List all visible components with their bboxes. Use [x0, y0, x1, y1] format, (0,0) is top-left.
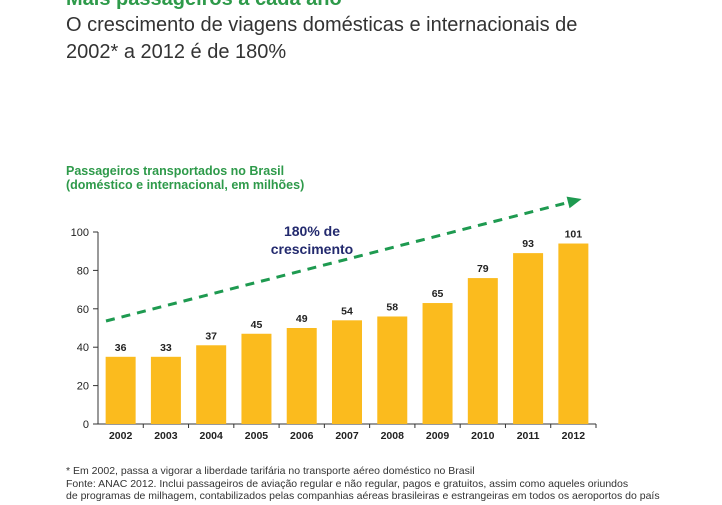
y-tick-label: 0	[83, 419, 89, 431]
trend-arrow-line	[105, 200, 571, 323]
chart-title: Passageiros transportados no Brasil	[66, 164, 285, 178]
y-tick-label: 20	[77, 381, 89, 393]
page-subtitle: O crescimento de viagens domésticas e in…	[66, 14, 578, 63]
bar	[150, 356, 181, 424]
bar-value-label: 33	[160, 342, 172, 354]
bar-value-label: 65	[432, 288, 444, 300]
bar	[513, 253, 544, 424]
bar-value-label: 58	[386, 301, 398, 313]
bar	[105, 356, 136, 424]
annotation-line-2: crescimento	[271, 241, 353, 257]
bar	[467, 278, 498, 424]
y-tick-label: 60	[77, 304, 89, 316]
bar	[558, 243, 589, 424]
y-tick-label: 80	[77, 265, 89, 277]
bar	[241, 333, 272, 424]
x-tick-label: 2004	[200, 430, 224, 442]
x-tick-label: 2005	[245, 430, 269, 442]
bar-value-label: 36	[115, 342, 127, 354]
bar	[286, 328, 317, 424]
bar	[377, 316, 408, 424]
x-tick-label: 2009	[426, 430, 450, 442]
bar	[332, 320, 362, 424]
x-tick-label: 2012	[562, 430, 586, 442]
trend-arrow-head	[566, 196, 582, 209]
bar	[196, 345, 227, 424]
bar-value-label: 101	[565, 229, 583, 241]
bar-value-label: 37	[205, 330, 217, 342]
page-headline: Mais passageiros a cada ano	[66, 0, 342, 10]
chart-subtitle: (doméstico e internacional, em milhões)	[66, 178, 305, 192]
x-tick-label: 2010	[471, 430, 495, 442]
x-tick-label: 2006	[290, 430, 314, 442]
bar-value-label: 93	[522, 238, 534, 250]
chart-notes: * Em 2002, passa a vigorar a liberdade t…	[66, 465, 706, 503]
source-line-1: Fonte: ANAC 2012. Inclui passageiros de …	[66, 477, 629, 490]
footnote: * Em 2002, passa a vigorar a liberdade t…	[66, 465, 475, 477]
x-tick-label: 2003	[154, 430, 178, 442]
x-tick-label: 2011	[517, 430, 540, 442]
bar	[422, 303, 453, 424]
y-tick-label: 40	[77, 342, 89, 354]
x-tick-label: 2002	[109, 430, 133, 442]
x-tick-label: 2008	[381, 430, 405, 442]
bar-value-label: 45	[251, 319, 263, 331]
bar-value-label: 49	[296, 313, 308, 325]
annotation-line-1: 180% de	[284, 223, 340, 239]
source-line-2: de programas de milhagem, contabilizados…	[66, 490, 660, 502]
x-tick-label: 2007	[335, 430, 359, 442]
y-tick-label: 100	[71, 227, 89, 239]
bar-value-label: 79	[477, 263, 489, 275]
bar-value-label: 54	[341, 305, 353, 317]
